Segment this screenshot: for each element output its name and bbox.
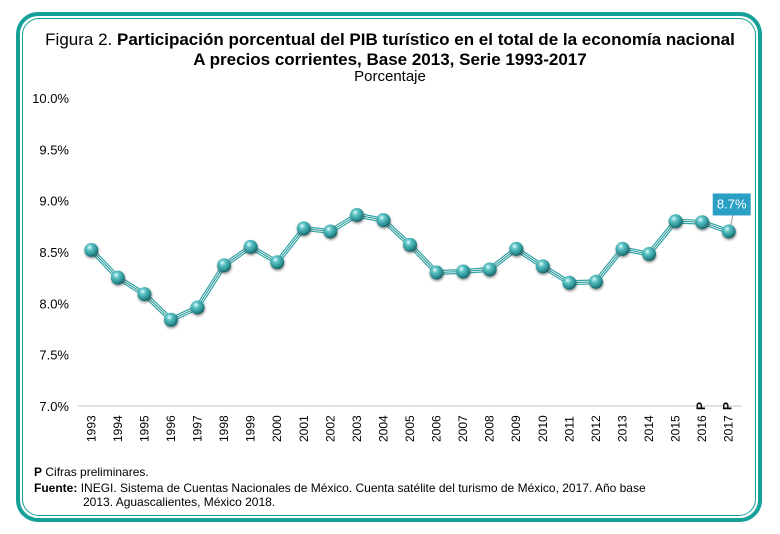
x-tick-label: 1993 (84, 415, 98, 442)
data-point (84, 242, 99, 257)
data-point (535, 259, 550, 274)
y-tick-label: 9.0% (39, 194, 69, 209)
data-point (270, 255, 285, 270)
x-tick-label: 2014 (642, 415, 656, 442)
x-tick-label: 2013 (615, 415, 629, 442)
x-tick-label: 2007 (456, 415, 470, 442)
footnote-preliminary: P Cifras preliminares. (34, 465, 149, 479)
figure-frame-outer (16, 12, 762, 522)
x-tick-label: 2001 (297, 415, 311, 442)
data-point (509, 241, 524, 256)
series-line-gap (90, 213, 730, 322)
x-tick-label: 2000 (270, 415, 284, 442)
x-tick-label: 1999 (244, 415, 258, 442)
data-point (403, 237, 417, 252)
x-tick-label: 2004 (376, 415, 390, 442)
y-tick-label: 8.5% (39, 245, 69, 260)
data-point (376, 213, 391, 228)
x-tick-label: 1996 (164, 415, 178, 442)
x-axis: 1993 1994 1995 1996 1997 1998 1999 2000 2001 2002… (84, 402, 735, 442)
source-label: Fuente: (34, 481, 78, 495)
data-point (668, 214, 683, 229)
source-note: Fuente: INEGI. Sistema de Cuentas Nacion… (34, 481, 714, 509)
callout-label: 8.7% (717, 196, 747, 211)
x-tick-label: 2015 (669, 415, 683, 442)
x-tick-label: 2010 (536, 415, 550, 442)
x-tick-label: 1997 (191, 415, 205, 442)
data-point (110, 270, 125, 285)
data-point (217, 258, 232, 273)
figure-title: Participación porcentual del PIB turísti… (117, 30, 735, 49)
figure-frame-inner (22, 18, 756, 516)
series-line (89, 212, 730, 323)
x-tick-label: 2006 (430, 415, 444, 442)
series-line-core (90, 214, 729, 321)
data-point (482, 262, 497, 277)
data-point (562, 275, 577, 290)
data-point (190, 300, 205, 315)
x-tick-label: 2009 (509, 415, 523, 442)
x-tick-label: 2016 (695, 415, 709, 442)
figure-prefix: Figura 2. (45, 30, 113, 49)
source-text: INEGI. Sistema de Cuentas Nacionales de … (80, 481, 646, 495)
x-tick-label: 2012 (589, 415, 603, 442)
chart-title-line2: A precios corrientes, Base 2013, Serie 1… (193, 50, 587, 69)
x-tick-label: 1998 (217, 415, 231, 442)
data-point (615, 241, 630, 256)
callout-leader (730, 215, 734, 226)
series-line-outer (89, 212, 730, 323)
data-point (137, 287, 152, 302)
x-tick-label: 2005 (403, 415, 417, 442)
data-point (429, 265, 444, 280)
series-markers (84, 208, 736, 327)
x-tick-label: 2011 (562, 416, 576, 442)
x-tick-label: 1994 (111, 415, 125, 442)
x-tick-superscript: P (721, 402, 735, 410)
data-point (349, 208, 364, 223)
source-text-line2: 2013. Aguascalientes, México 2018. (83, 495, 276, 509)
y-tick-label: 7.5% (39, 348, 69, 363)
y-tick-label: 10.0% (32, 91, 69, 106)
x-tick-label: 1995 (137, 415, 151, 442)
data-point (588, 274, 603, 289)
y-tick-label: 9.5% (39, 142, 69, 157)
chart-subtitle: Porcentaje (354, 68, 426, 85)
data-point (243, 239, 258, 254)
data-point (323, 224, 338, 239)
x-tick-label: 2003 (350, 415, 364, 442)
footnote-p-label: P (34, 465, 43, 479)
callout-box (712, 193, 751, 216)
data-point (642, 247, 657, 262)
data-point (163, 312, 178, 327)
footnote-p-text: Cifras preliminares. (45, 465, 149, 479)
y-tick-label: 7.0% (39, 399, 69, 414)
chart-title: Figura 2. Participación porcentual del P… (0, 30, 780, 50)
x-tick-label: 2002 (323, 415, 337, 442)
annotations: 8.7% (712, 193, 751, 226)
x-tick-label: 2017 (722, 415, 736, 442)
data-point (721, 224, 736, 239)
x-tick-label: 2008 (483, 415, 497, 442)
data-point (296, 221, 311, 236)
x-tick-superscript: P (694, 402, 708, 410)
y-tick-label: 8.0% (39, 296, 69, 311)
data-point (695, 215, 710, 230)
data-point (456, 264, 471, 279)
y-axis: 7.0% 7.5% 8.0% 8.5% 9.0% 9.5% 10.0% (32, 91, 69, 414)
